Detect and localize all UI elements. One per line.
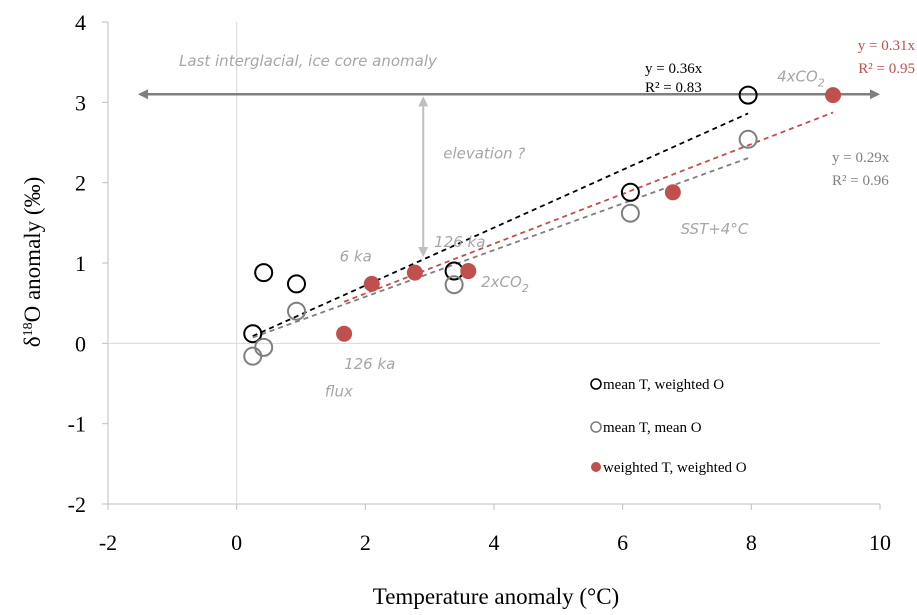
annotation-text: SST+4°C [681, 220, 749, 238]
point-annotation: 4xCO2 [777, 67, 825, 89]
annotation-subscript: 2 [522, 282, 529, 295]
legend: mean T, weighted O mean T, mean O weighted… [590, 377, 747, 476]
annotation-text: 126 ka [434, 233, 485, 251]
annotations: y = 0.36x R² = 0.83 y = 0.29x R² = 0.96 y = … [179, 38, 915, 400]
x-tick-label: 6 [617, 530, 628, 555]
data-point [286, 274, 306, 294]
trend-line [343, 111, 834, 303]
point-annotation: 126 ka [434, 233, 485, 251]
legend-label: mean T, weighted O [603, 377, 724, 393]
data-point [254, 337, 274, 357]
annotation-subscript: 2 [818, 76, 825, 89]
data-point [825, 87, 842, 104]
y-axis-title-sup: 18 [21, 322, 36, 336]
y-axis-title-rest: O anomaly (‰) [20, 177, 45, 323]
y-tick-label: 2 [75, 171, 86, 196]
data-point [738, 85, 758, 105]
data-point [363, 275, 380, 292]
reference-line-label: Last interglacial, ice core anomaly [179, 52, 438, 70]
x-tick-label: -2 [99, 530, 117, 555]
data-point [444, 275, 464, 295]
legend-marker [590, 378, 602, 390]
x-tick-label: 2 [360, 530, 371, 555]
x-tick-label: 4 [489, 530, 500, 555]
data-point [620, 203, 640, 223]
annotation-text: 4xCO [777, 67, 818, 85]
y-axis-title-delta: δ [20, 336, 45, 347]
elevation-label: elevation ? [443, 145, 525, 163]
x-axis-title: Temperature anomaly (°C) [373, 584, 619, 609]
data-points [243, 85, 842, 366]
data-point [460, 263, 477, 280]
axes: -2 -1 0 1 2 3 4 -2 0 2 4 6 8 10 [68, 10, 891, 555]
annotation-text: flux [325, 382, 353, 400]
data-point [406, 264, 423, 281]
data-point [286, 301, 306, 321]
data-point [336, 325, 353, 342]
y-tick-label: 3 [75, 90, 86, 115]
annotation-text: 6 ka [340, 247, 372, 265]
annotation-text: 2xCO [481, 273, 522, 291]
y-tick-label: -1 [68, 412, 86, 437]
y-tick-label: 1 [75, 251, 86, 276]
trend-line [252, 112, 749, 337]
y-axis-title: δ18O anomaly (‰) [20, 177, 45, 347]
x-tick-label: 0 [231, 530, 242, 555]
legend-label: weighted T, weighted O [603, 460, 747, 476]
trendline-r-squared: R² = 0.83 [645, 80, 702, 96]
reference-markers [138, 89, 880, 257]
data-point [664, 184, 681, 201]
y-tick-label: 0 [75, 331, 86, 356]
x-tick-label: 8 [746, 530, 757, 555]
data-point [738, 129, 758, 149]
data-point [243, 346, 263, 366]
trendline-r-squared: R² = 0.95 [858, 61, 915, 77]
trend-line [252, 157, 749, 339]
y-tick-label: -2 [68, 492, 86, 517]
point-annotation: 6 ka [340, 247, 372, 265]
trendline-equation: y = 0.36x [645, 61, 703, 77]
data-point [620, 182, 640, 202]
y-tick-label: 4 [75, 10, 86, 35]
point-annotation: SST+4°C [681, 220, 749, 238]
trendline-equation: y = 0.31x [858, 38, 916, 54]
data-point [254, 263, 274, 283]
x-tick-label: 10 [869, 530, 891, 555]
point-annotation: flux [325, 382, 353, 400]
trendline-equation: y = 0.29x [832, 150, 890, 166]
point-annotation: 126 ka [344, 355, 395, 373]
point-annotation: 2xCO2 [481, 273, 529, 295]
trend-lines [252, 111, 834, 339]
trendline-r-squared: R² = 0.96 [832, 173, 889, 189]
legend-label: mean T, mean O [603, 420, 702, 436]
annotation-text: 126 ka [344, 355, 395, 373]
legend-marker [590, 421, 602, 433]
legend-marker [591, 462, 601, 472]
data-point [243, 324, 263, 344]
